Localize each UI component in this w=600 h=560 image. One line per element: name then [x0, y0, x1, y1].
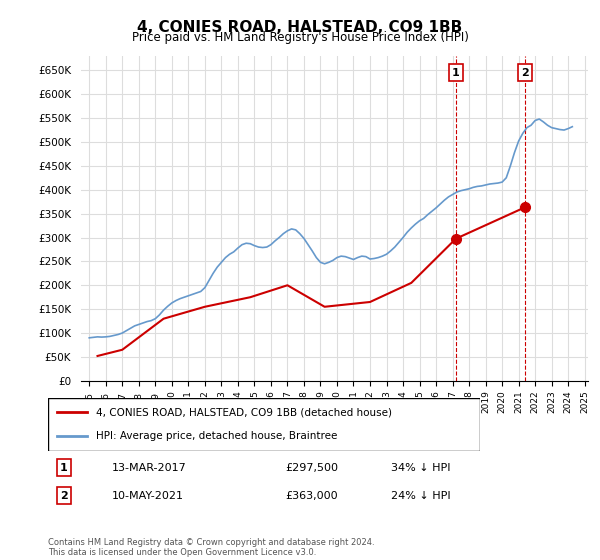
Text: 10-MAY-2021: 10-MAY-2021 [112, 491, 184, 501]
Text: 24% ↓ HPI: 24% ↓ HPI [391, 491, 451, 501]
Text: £297,500: £297,500 [286, 463, 338, 473]
Text: 2: 2 [60, 491, 68, 501]
Text: 1: 1 [60, 463, 68, 473]
Text: 1: 1 [452, 68, 460, 78]
Text: 4, CONIES ROAD, HALSTEAD, CO9 1BB: 4, CONIES ROAD, HALSTEAD, CO9 1BB [137, 20, 463, 35]
FancyBboxPatch shape [48, 398, 480, 451]
Text: 34% ↓ HPI: 34% ↓ HPI [391, 463, 451, 473]
Text: Contains HM Land Registry data © Crown copyright and database right 2024.
This d: Contains HM Land Registry data © Crown c… [48, 538, 374, 557]
Text: 2: 2 [521, 68, 529, 78]
Text: Price paid vs. HM Land Registry's House Price Index (HPI): Price paid vs. HM Land Registry's House … [131, 31, 469, 44]
Text: 4, CONIES ROAD, HALSTEAD, CO9 1BB (detached house): 4, CONIES ROAD, HALSTEAD, CO9 1BB (detac… [95, 408, 392, 418]
Text: HPI: Average price, detached house, Braintree: HPI: Average price, detached house, Brai… [95, 431, 337, 441]
Text: 13-MAR-2017: 13-MAR-2017 [112, 463, 186, 473]
Text: £363,000: £363,000 [286, 491, 338, 501]
